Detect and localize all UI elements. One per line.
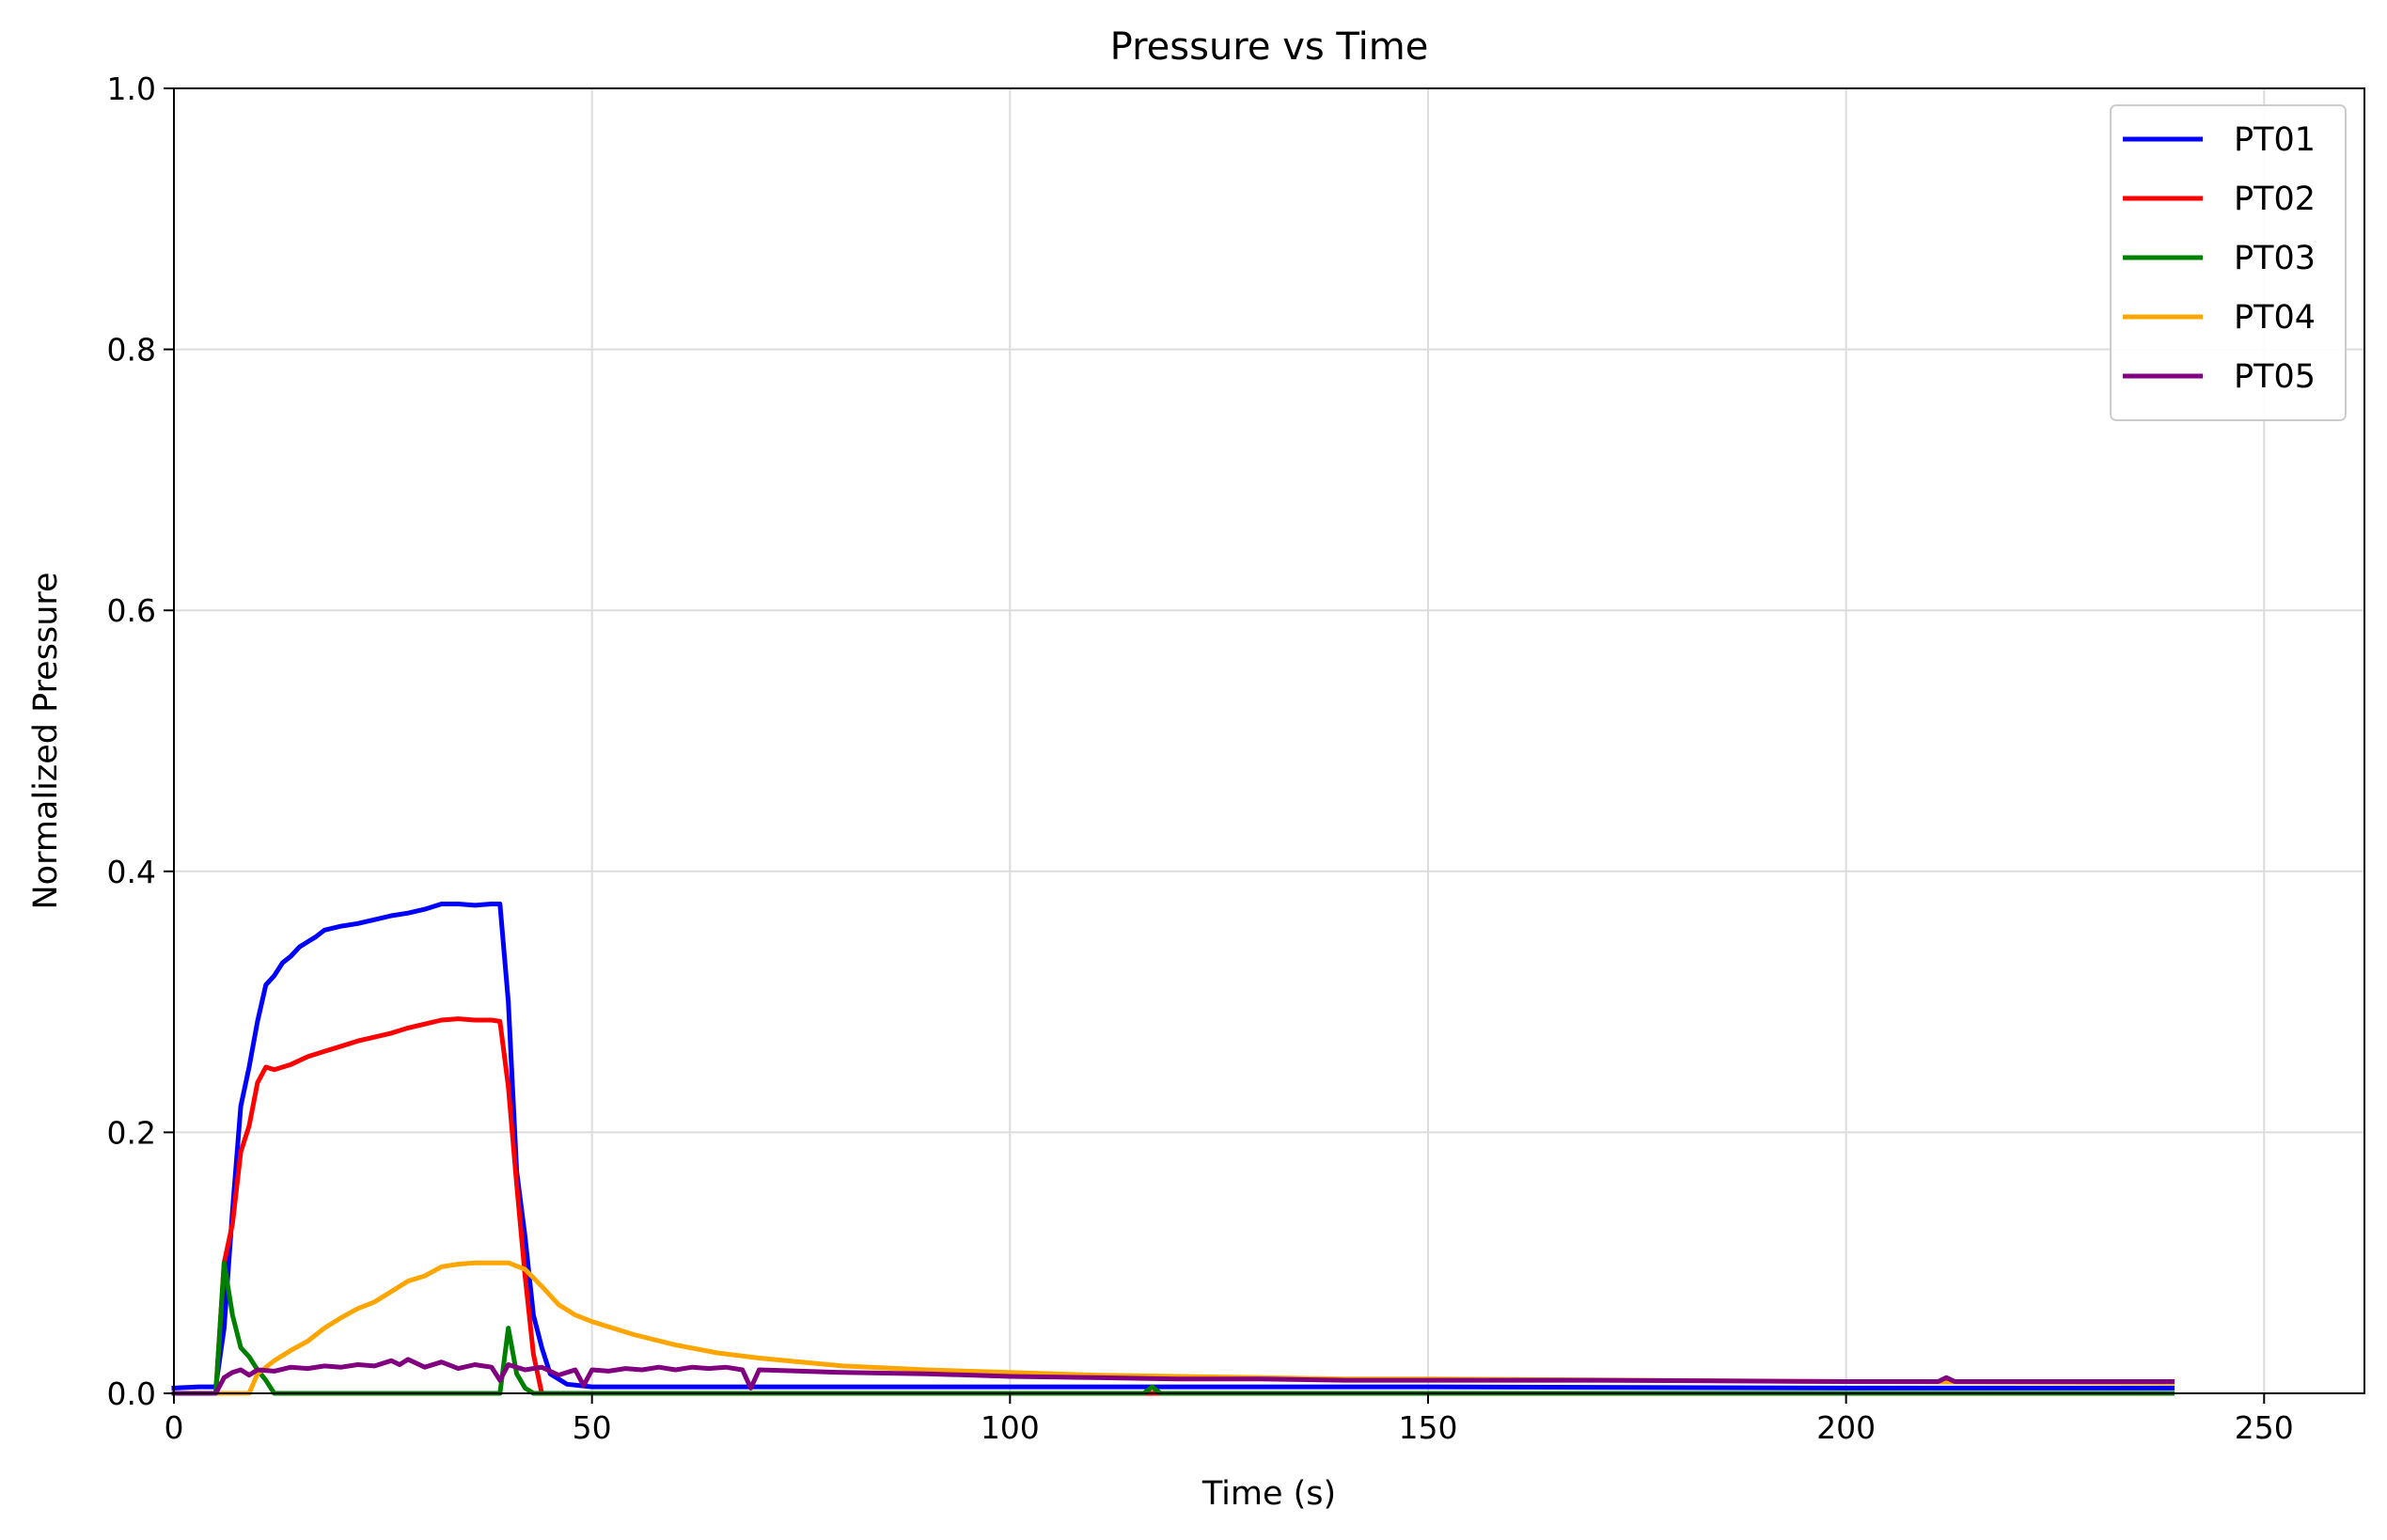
legend-label-pt05: PT05	[2234, 358, 2316, 396]
axis-ticks: 0 50 100 150 200 250 0.0 0.2 0.4 0.6 0.8 1.0	[107, 71, 2294, 1446]
x-tick-label: 50	[573, 1409, 612, 1446]
y-tick-label: 0.0	[107, 1375, 156, 1412]
series-line-pt02	[171, 1016, 2175, 1396]
x-axis-label: Time (s)	[1201, 1475, 1336, 1513]
x-tick-label: 200	[1816, 1409, 1876, 1446]
legend-label-pt03: PT03	[2234, 240, 2316, 277]
legend-box	[2110, 104, 2347, 421]
x-tick-label: 0	[165, 1409, 184, 1446]
y-tick-label: 0.4	[107, 854, 156, 890]
x-tick-label: 250	[2235, 1409, 2294, 1446]
series-line-pt04	[171, 1260, 2175, 1396]
plot-frame	[173, 87, 2365, 1394]
y-tick-label: 0.8	[107, 332, 156, 369]
y-tick-label: 0.6	[107, 592, 156, 629]
series-line-pt05	[171, 1357, 2175, 1396]
chart-title: Pressure vs Time	[1110, 25, 1429, 69]
x-tick-label: 150	[1398, 1409, 1457, 1446]
legend-label-pt01: PT01	[2234, 121, 2316, 159]
y-axis-label: Normalized Pressure	[27, 572, 65, 909]
x-tick-label: 100	[981, 1409, 1040, 1446]
y-tick-label: 1.0	[107, 71, 156, 107]
legend-label-pt04: PT04	[2234, 299, 2316, 337]
y-tick-label: 0.2	[107, 1114, 156, 1151]
legend: PT01 PT02 PT03 PT04 PT05	[2110, 104, 2347, 421]
legend-label-pt02: PT02	[2234, 181, 2316, 218]
